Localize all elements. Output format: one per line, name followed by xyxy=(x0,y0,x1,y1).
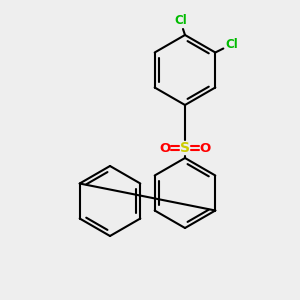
Text: O: O xyxy=(200,142,211,154)
Text: Cl: Cl xyxy=(225,38,238,51)
Text: Cl: Cl xyxy=(175,14,188,28)
Text: O: O xyxy=(159,142,171,154)
Text: S: S xyxy=(180,141,190,155)
